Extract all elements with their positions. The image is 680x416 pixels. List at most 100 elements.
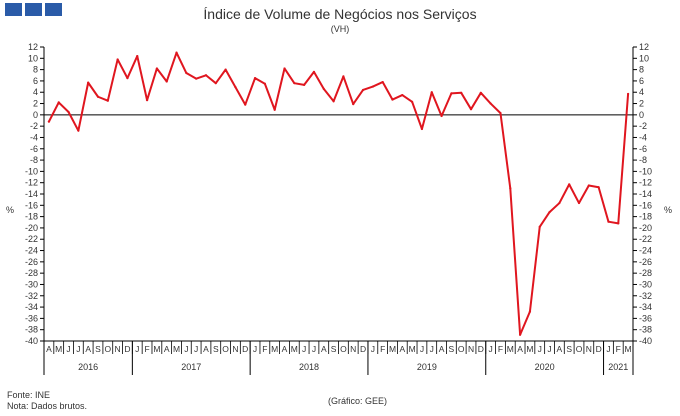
data-point — [587, 184, 590, 187]
y-tick-label-right: -14 — [639, 189, 652, 199]
x-month-label: J — [538, 344, 542, 354]
y-tick-label-right: -18 — [639, 212, 652, 222]
y-tick-label-left: 4 — [33, 87, 38, 97]
data-point — [479, 91, 482, 94]
x-month-label: D — [360, 344, 366, 354]
y-tick-label-left: -4 — [30, 132, 38, 142]
x-month-label: S — [331, 344, 337, 354]
x-year-label: 2016 — [78, 362, 98, 372]
x-month-label: M — [271, 344, 278, 354]
data-point — [175, 51, 178, 54]
data-point — [430, 91, 433, 94]
x-month-label: F — [144, 344, 149, 354]
logo — [5, 3, 62, 16]
y-tick-label-left: -12 — [25, 178, 38, 188]
data-point — [204, 74, 208, 77]
y-tick-label-left: -32 — [25, 291, 38, 301]
data-point — [401, 93, 404, 97]
y-tick-label-left: -16 — [25, 200, 38, 210]
x-month-label: J — [547, 344, 551, 354]
y-tick-label-right: -28 — [639, 268, 652, 278]
x-month-label: S — [95, 344, 101, 354]
y-tick-label-left: 10 — [28, 53, 38, 63]
data-point — [460, 91, 463, 94]
chart-subtitle: (VH) — [330, 24, 350, 34]
x-month-label: J — [371, 344, 375, 354]
data-point — [519, 333, 522, 336]
y-tick-label-left: 0 — [33, 110, 38, 120]
x-month-label: A — [203, 344, 209, 354]
data-point — [371, 85, 374, 88]
y-tick-label-right: 8 — [639, 65, 644, 75]
x-month-label: D — [478, 344, 484, 354]
x-month-label: J — [430, 344, 434, 354]
data-point — [568, 183, 571, 186]
data-point — [489, 102, 492, 105]
x-month-label: D — [242, 344, 248, 354]
x-month-label: O — [222, 344, 229, 354]
x-month-label: F — [380, 344, 385, 354]
x-month-label: M — [389, 344, 396, 354]
y-tick-label-right: -6 — [639, 144, 647, 154]
y-tick-label-right: -40 — [639, 336, 652, 346]
data-point — [597, 186, 600, 189]
data-point — [391, 98, 394, 101]
data-point — [244, 103, 247, 106]
y-tick-label-right: -36 — [639, 313, 652, 323]
x-month-label: N — [586, 344, 592, 354]
y-tick-label-left: -22 — [25, 234, 38, 244]
x-month-label: J — [66, 344, 70, 354]
x-month-label: M — [55, 344, 62, 354]
data-point — [352, 103, 355, 106]
x-month-label: M — [291, 344, 298, 354]
x-month-label: A — [439, 344, 445, 354]
data-point — [342, 75, 345, 78]
x-month-label: M — [526, 344, 533, 354]
x-month-label: M — [507, 344, 514, 354]
y-tick-label-left: -30 — [25, 279, 38, 289]
y-tick-label-right: -20 — [639, 223, 652, 233]
data-point — [136, 54, 139, 58]
x-month-label: M — [173, 344, 180, 354]
x-month-label: J — [302, 344, 306, 354]
data-point — [77, 129, 80, 132]
logo-block-3 — [45, 3, 62, 16]
x-month-label: N — [115, 344, 121, 354]
x-month-label: A — [557, 344, 563, 354]
y-tick-label-right: 0 — [639, 110, 644, 120]
data-point — [283, 67, 286, 70]
data-note: Nota: Dados brutos. — [7, 401, 88, 411]
x-month-label: S — [449, 344, 455, 354]
data-point — [155, 67, 158, 70]
y-tick-label-left: -38 — [25, 325, 38, 335]
y-axis-right-label: % — [664, 205, 672, 215]
x-month-label: F — [262, 344, 267, 354]
x-month-label: J — [253, 344, 257, 354]
data-point — [538, 225, 541, 228]
data-point — [87, 81, 90, 84]
data-point — [145, 99, 149, 102]
x-month-label: J — [184, 344, 188, 354]
x-year-label: 2019 — [417, 362, 437, 372]
x-month-label: S — [213, 344, 219, 354]
x-month-label: J — [76, 344, 80, 354]
x-month-label: O — [104, 344, 111, 354]
y-tick-label-left: -20 — [25, 223, 38, 233]
y-tick-label-right: -38 — [639, 325, 652, 335]
x-month-label: J — [312, 344, 316, 354]
y-tick-label-right: -12 — [639, 178, 652, 188]
data-point — [293, 82, 296, 85]
x-month-label: J — [606, 344, 610, 354]
y-axis-right: -40-38-36-34-32-30-28-26-24-22-20-18-16-… — [633, 42, 652, 346]
data-point — [440, 114, 443, 118]
y-tick-label-right: -24 — [639, 246, 652, 256]
y-tick-label-left: 2 — [33, 99, 38, 109]
data-point — [626, 92, 630, 96]
y-tick-label-left: -40 — [25, 336, 38, 346]
data-point — [381, 80, 384, 84]
y-tick-label-right: -8 — [639, 155, 647, 165]
y-tick-label-right: -34 — [639, 302, 652, 312]
data-point — [47, 120, 51, 123]
